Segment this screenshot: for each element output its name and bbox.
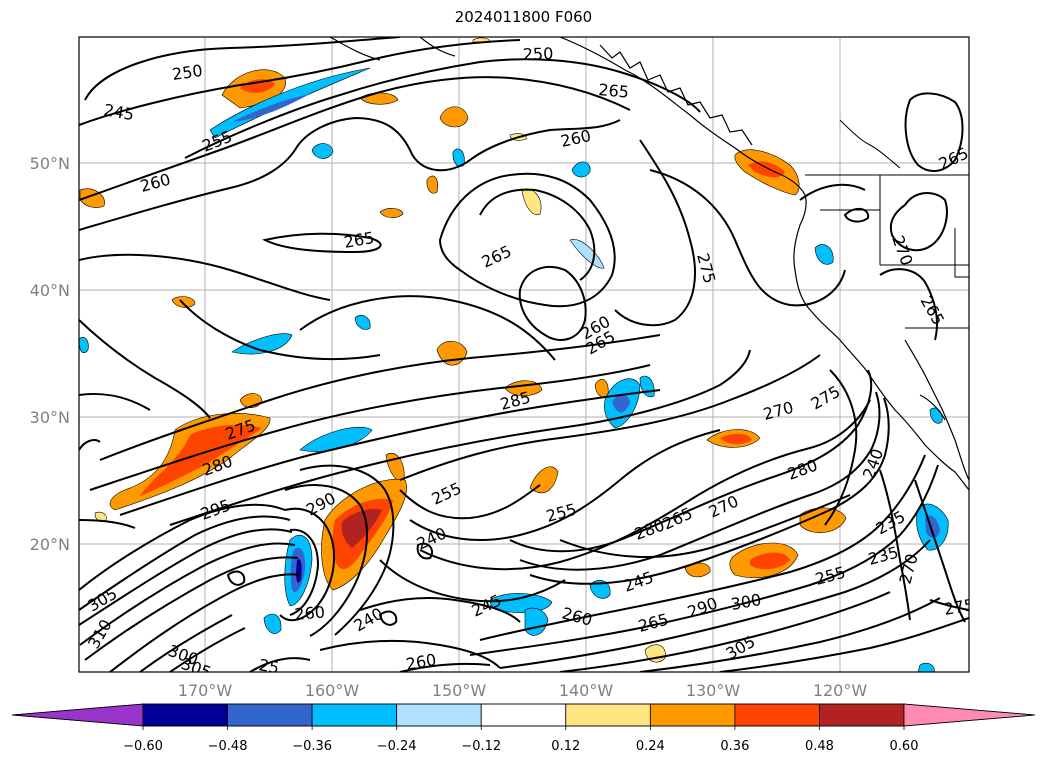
- colorbar-tick-label: 0.48: [805, 739, 834, 754]
- lon-label-120w: 120°W: [813, 681, 868, 700]
- contour-label: 25: [257, 655, 280, 677]
- colorbar-tick-label: −0.12: [461, 739, 501, 754]
- lon-label-170w: 170°W: [178, 681, 233, 700]
- lon-label-140w: 140°W: [559, 681, 614, 700]
- colorbar-segment: [480, 703, 567, 727]
- colorbar-tick-label: −0.60: [123, 739, 163, 754]
- colorbar-segment: [649, 703, 736, 727]
- latitude-labels: 50°N 40°N 30°N 20°N: [30, 154, 70, 554]
- colorbar: [11, 703, 1036, 730]
- map-plot-area: 250 245 255 260 265 250 265 260 265 265 …: [79, 37, 975, 677]
- colorbar-tick-label: −0.36: [292, 739, 332, 754]
- contour-label: 250: [522, 44, 553, 64]
- colorbar-tick-label: 0.24: [636, 739, 665, 754]
- colorbar-segment: [311, 703, 398, 727]
- colorbar-tick-label: −0.24: [377, 739, 417, 754]
- colorbar-segment: [396, 703, 482, 727]
- colorbar-segment: [565, 703, 651, 727]
- lat-label-40n: 40°N: [30, 281, 70, 300]
- colorbar-tick-label: −0.48: [208, 739, 248, 754]
- colorbar-tick-labels: −0.60 −0.48 −0.36 −0.24 −0.12 0.12 0.24 0.36 0.4…: [123, 739, 918, 754]
- map-frame: [78, 36, 970, 673]
- colorbar-tick-label: 0.12: [551, 739, 580, 754]
- lon-label-150w: 150°W: [432, 681, 487, 700]
- contour-label: 265: [598, 80, 630, 102]
- longitude-labels: 170°W 160°W 150°W 140°W 130°W 120°W: [178, 681, 868, 700]
- colorbar-extend-low: [11, 703, 144, 727]
- country-borders: [805, 119, 969, 329]
- colorbar-extend-high: [903, 703, 1036, 727]
- contour-label: 275: [942, 595, 975, 619]
- colorbar-segment: [142, 703, 228, 727]
- lon-label-130w: 130°W: [686, 681, 741, 700]
- colorbar-segment: [819, 703, 905, 727]
- colorbar-segment: [227, 703, 313, 727]
- colorbar-tick-label: 0.36: [720, 739, 749, 754]
- lat-label-20n: 20°N: [30, 535, 70, 554]
- lat-label-30n: 30°N: [30, 408, 70, 427]
- contour-label: 250: [171, 61, 204, 84]
- lon-label-160w: 160°W: [305, 681, 360, 700]
- colorbar-segment: [734, 703, 820, 727]
- shaded-anomalies: [79, 37, 949, 672]
- map-title: 2024011800 F060: [454, 8, 593, 26]
- lat-label-50n: 50°N: [30, 154, 70, 173]
- contour-label: 260: [294, 602, 326, 624]
- contour-lines: [79, 37, 969, 672]
- colorbar-tick-label: 0.60: [890, 739, 919, 754]
- contour-label: 260: [404, 650, 437, 674]
